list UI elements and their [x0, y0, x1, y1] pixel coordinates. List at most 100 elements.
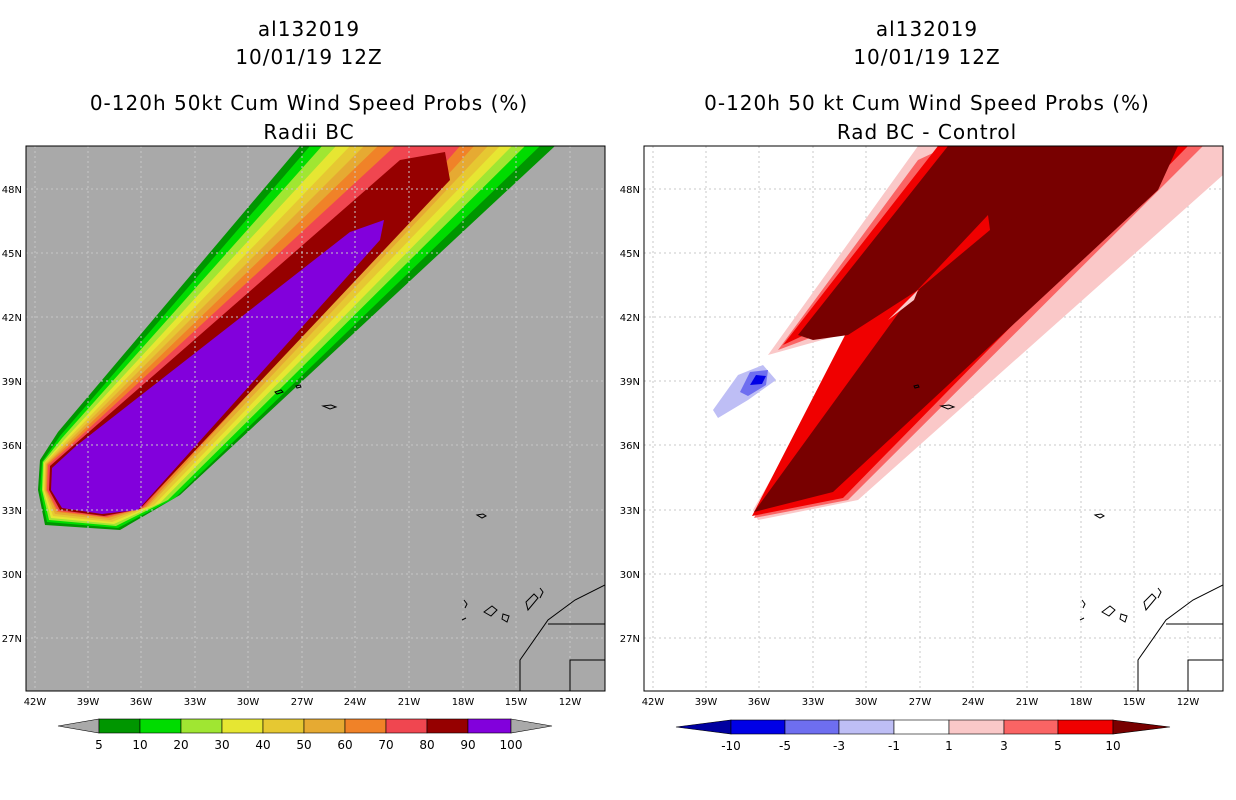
lat-label: 45N — [620, 249, 640, 260]
right-lat-labels: 48N 45N 42N 39N 36N 33N 30N 27N — [620, 185, 640, 645]
left-title-product: 0-120h 50kt Cum Wind Speed Probs (%) — [89, 91, 529, 115]
lat-label: 33N — [620, 506, 640, 517]
colorbar-label: 5 — [95, 738, 103, 752]
lon-label: 18W — [1070, 697, 1093, 708]
colorbar-swatch — [1057, 719, 1114, 735]
right-title-product: 0-120h 50 kt Cum Wind Speed Probs (%) — [704, 91, 1150, 115]
lat-label: 39N — [620, 377, 640, 388]
lon-label: 15W — [505, 697, 528, 708]
lat-label: 36N — [620, 441, 640, 452]
colorbar-label: 10 — [1105, 739, 1120, 753]
lat-label: 36N — [2, 441, 22, 452]
colorbar-label: 5 — [1054, 739, 1062, 753]
lon-label: 33W — [802, 697, 825, 708]
colorbar-left-arrow — [675, 719, 732, 735]
lon-label: 39W — [695, 697, 718, 708]
colorbar-right-arrow — [1112, 719, 1171, 735]
colorbar-label: 40 — [255, 738, 270, 752]
colorbar-swatch — [303, 718, 346, 734]
lon-label: 33W — [184, 697, 207, 708]
right-title-storm: al132019 — [875, 17, 979, 41]
left-lon-labels: 42W 39W 36W 33W 30W 27W 24W 21W 18W 15W … — [24, 697, 582, 708]
colorbar-swatch — [139, 718, 182, 734]
colorbar-swatch — [262, 718, 305, 734]
right-title-date: 10/01/19 12Z — [853, 45, 1001, 69]
left-map-frame — [25, 145, 606, 692]
right-colorbar — [675, 719, 1171, 735]
right-colorbar-labels: -10 -5 -3 -1 1 3 5 10 — [721, 739, 1120, 753]
left-title-sub: Radii BC — [263, 120, 355, 144]
lon-label: 24W — [962, 697, 985, 708]
right-coastline — [913, 384, 1223, 691]
colorbar-swatch — [98, 718, 141, 734]
colorbar-label: 70 — [378, 738, 393, 752]
colorbar-swatch — [221, 718, 264, 734]
colorbar-label: 20 — [173, 738, 188, 752]
left-grid — [26, 146, 605, 691]
diff-pos-10-lower — [754, 146, 1178, 512]
lon-label: 21W — [398, 697, 421, 708]
left-title-date: 10/01/19 12Z — [235, 45, 383, 69]
lat-label: 30N — [2, 570, 22, 581]
left-colorbar-labels: 5 10 20 30 40 50 60 70 80 90 100 — [95, 738, 522, 752]
left-coastline — [274, 384, 605, 691]
lat-label: 42N — [620, 313, 640, 324]
lat-label: 27N — [620, 634, 640, 645]
lat-label: 48N — [2, 185, 22, 196]
colorbar-swatch — [385, 718, 428, 734]
colorbar-label: -1 — [888, 739, 900, 753]
right-map: 48N 45N 42N 39N 36N 33N 30N 27N 42W 39W … — [620, 145, 1224, 753]
colorbar-right-arrow — [510, 718, 553, 734]
colorbar-swatch — [730, 719, 786, 735]
colorbar-swatch — [426, 718, 469, 734]
left-colorbar — [57, 718, 553, 734]
left-title-storm: al132019 — [257, 17, 361, 41]
lat-label: 45N — [2, 249, 22, 260]
colorbar-swatch — [893, 719, 950, 735]
diff-neg-5 — [750, 375, 766, 385]
right-lon-labels: 42W 39W 36W 33W 30W 27W 24W 21W 18W 15W … — [642, 697, 1200, 708]
colorbar-label: 100 — [500, 738, 523, 752]
lon-label: 30W — [855, 697, 878, 708]
lon-label: 18W — [452, 697, 475, 708]
colorbar-label: 90 — [460, 738, 475, 752]
lon-label: 24W — [344, 697, 367, 708]
lon-label: 39W — [77, 697, 100, 708]
diff-inner-5 — [908, 215, 990, 300]
right-diff-field — [713, 146, 1223, 520]
lat-label: 48N — [620, 185, 640, 196]
lat-label: 39N — [2, 377, 22, 388]
colorbar-label: -3 — [833, 739, 845, 753]
lon-label: 36W — [130, 697, 153, 708]
lon-label: 42W — [642, 697, 665, 708]
colorbar-swatch — [948, 719, 1005, 735]
left-panel: al132019 10/01/19 12Z 0-120h 50kt Cum Wi… — [2, 17, 606, 752]
colorbar-label: 30 — [214, 738, 229, 752]
colorbar-label: 3 — [1000, 739, 1008, 753]
left-map: 48N 45N 42N 39N 36N 33N 30N 27N 42W 39W … — [2, 145, 606, 752]
lat-label: 30N — [620, 570, 640, 581]
lon-label: 36W — [748, 697, 771, 708]
colorbar-label: -5 — [779, 739, 791, 753]
lat-label: 42N — [2, 313, 22, 324]
lon-label: 12W — [1177, 697, 1200, 708]
lat-label: 27N — [2, 634, 22, 645]
lon-label: 12W — [559, 697, 582, 708]
right-panel: al132019 10/01/19 12Z 0-120h 50 kt Cum W… — [618, 0, 1236, 800]
lat-label: 33N — [2, 506, 22, 517]
colorbar-label: 10 — [132, 738, 147, 752]
band-100 — [51, 220, 384, 514]
colorbar-label: 50 — [296, 738, 311, 752]
left-lat-labels: 48N 45N 42N 39N 36N 33N 30N 27N — [2, 185, 22, 645]
colorbar-label: 1 — [945, 739, 953, 753]
lon-label: 30W — [237, 697, 260, 708]
colorbar-swatch — [838, 719, 895, 735]
left-prob-field — [38, 146, 555, 530]
right-title-sub: Rad BC - Control — [836, 120, 1018, 144]
lon-label: 21W — [1016, 697, 1039, 708]
diff-inner-1 — [888, 290, 918, 320]
colorbar-label: 60 — [337, 738, 352, 752]
colorbar-swatch — [180, 718, 223, 734]
colorbar-left-arrow — [57, 718, 100, 734]
lon-label: 42W — [24, 697, 47, 708]
